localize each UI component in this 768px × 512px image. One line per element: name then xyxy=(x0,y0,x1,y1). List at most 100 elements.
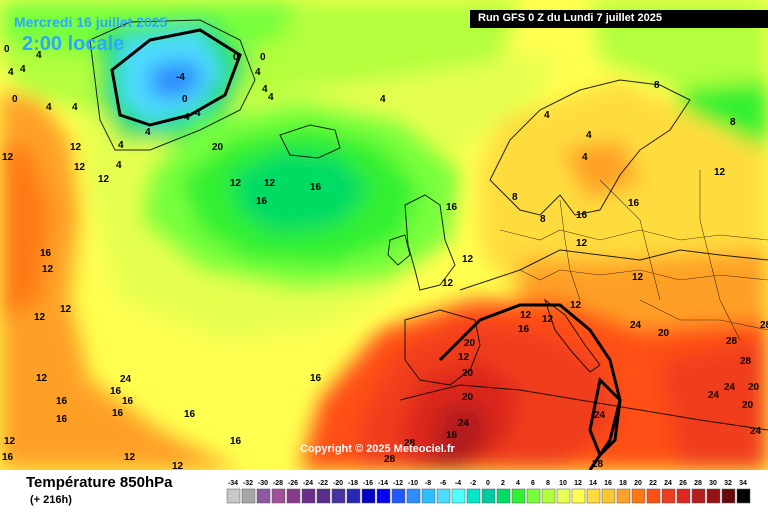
isotherm-value-label: 16 xyxy=(56,396,68,407)
legend-swatch xyxy=(721,488,736,504)
legend-swatch xyxy=(631,488,646,504)
legend-swatch xyxy=(601,488,616,504)
isotherm-value-label: 4 xyxy=(36,50,42,61)
isotherm-value-label: 0 xyxy=(260,52,266,63)
legend-tick-label: 14 xyxy=(589,480,597,487)
legend-tick-label: -18 xyxy=(348,480,358,487)
isotherm-value-label: 12 xyxy=(462,254,474,265)
legend-tick-label: -30 xyxy=(258,480,268,487)
isotherm-value-label: 8 xyxy=(730,117,736,128)
legend-swatch xyxy=(586,488,601,504)
legend-tick-label: -10 xyxy=(408,480,418,487)
isotherm-value-label: 4 xyxy=(268,92,274,103)
isotherm-value-label: 24 xyxy=(708,390,720,401)
legend-tick-label: 16 xyxy=(604,480,612,487)
isotherm-value-label: 12 xyxy=(4,436,16,447)
legend-swatch xyxy=(451,488,466,504)
isotherm-value-label: 20 xyxy=(658,328,670,339)
isotherm-value-label: 16 xyxy=(446,202,458,213)
isotherm-value-label: 16 xyxy=(310,373,322,384)
isotherm-value-label: 16 xyxy=(40,248,52,259)
isotherm-value-label: 4 xyxy=(255,67,261,78)
isotherm-value-label: 16 xyxy=(184,409,196,420)
isotherm-value-label: 12 xyxy=(98,174,110,185)
isotherm-value-label: 12 xyxy=(542,314,554,325)
isotherm-value-label: 24 xyxy=(630,320,642,331)
legend-swatch xyxy=(526,488,541,504)
isotherm-value-label: 8 xyxy=(654,80,660,91)
legend-swatch xyxy=(241,488,256,504)
legend-swatch xyxy=(571,488,586,504)
isotherm-value-label: 12 xyxy=(2,152,14,163)
legend-tick-label: 32 xyxy=(724,480,732,487)
copyright-label: Copyright © 2025 Meteociel.fr xyxy=(300,443,455,455)
isotherm-value-label: 16 xyxy=(310,182,322,193)
legend-tick-label: -32 xyxy=(243,480,253,487)
isotherm-value-label: 16 xyxy=(2,452,14,463)
isotherm-value-label: 20 xyxy=(212,142,224,153)
legend-tick-label: -8 xyxy=(425,480,431,487)
legend-tick-label: 28 xyxy=(694,480,702,487)
isotherm-value-label: 16 xyxy=(518,324,530,335)
isotherm-value-label: 8 xyxy=(512,192,518,203)
warm-region-west-inner xyxy=(0,140,50,320)
isotherm-value-label: 16 xyxy=(122,396,134,407)
isotherm-value-label: 20 xyxy=(742,400,754,411)
local-time-label: 2:00 locale xyxy=(22,33,125,55)
isotherm-value-label: 4 xyxy=(586,130,592,141)
isotherm-value-label: 4 xyxy=(46,102,52,113)
greenland-coast xyxy=(89,19,256,151)
legend-swatch xyxy=(316,488,331,504)
isotherm-value-label: 16 xyxy=(110,386,122,397)
legend-tick-label: -4 xyxy=(455,480,461,487)
legend-tick-label: -26 xyxy=(288,480,298,487)
color-scale-legend: -34 -32 -30 -28 -26 -24 -22 -20 -18 -16 -14 -12 -10-… xyxy=(226,480,751,504)
legend-tick-label: 12 xyxy=(574,480,582,487)
legend-swatch xyxy=(346,488,361,504)
legend-swatch xyxy=(256,488,271,504)
isotherm-value-label: 24 xyxy=(120,374,132,385)
isotherm-value-label: 28 xyxy=(760,320,768,331)
legend-tick-label: -6 xyxy=(440,480,446,487)
isotherm-value-label: 28 xyxy=(726,336,738,347)
legend-tick-label: -24 xyxy=(303,480,313,487)
isotherm-value-label: 20 xyxy=(462,392,474,403)
isotherm-value-label: 12 xyxy=(230,178,242,189)
legend-tick-label: 10 xyxy=(559,480,567,487)
isotherm-value-label: -4 xyxy=(176,72,185,83)
isotherm-value-label: 4 xyxy=(72,102,78,113)
iberia-coast xyxy=(404,309,481,386)
legend-swatch xyxy=(466,488,481,504)
legend-swatch xyxy=(706,488,721,504)
legend-swatch xyxy=(376,488,391,504)
legend-swatch xyxy=(391,488,406,504)
legend-tick-label: 20 xyxy=(634,480,642,487)
legend-swatch xyxy=(691,488,706,504)
isotherm-value-label: 24 xyxy=(750,426,762,437)
isotherm-value-label: 12 xyxy=(36,373,48,384)
legend-swatch xyxy=(436,488,451,504)
isotherm-value-label: 28 xyxy=(404,438,416,449)
legend-swatch xyxy=(406,488,421,504)
ireland-coast xyxy=(387,234,411,266)
isotherm-value-label: 12 xyxy=(458,352,470,363)
legend-tick-label: -12 xyxy=(393,480,403,487)
legend-swatch xyxy=(541,488,556,504)
isotherm-value-label: 16 xyxy=(230,436,242,447)
isotherm-value-label: 16 xyxy=(56,414,68,425)
legend-tick-label: -28 xyxy=(273,480,283,487)
legend-tick-label: 30 xyxy=(709,480,717,487)
isotherm-value-label: 4 xyxy=(118,140,124,151)
legend-tick-label: 2 xyxy=(501,480,505,487)
legend-tick-label: 26 xyxy=(679,480,687,487)
legend-tick-label: 22 xyxy=(649,480,657,487)
isotherm-value-label: 12 xyxy=(576,238,588,249)
coastlines xyxy=(89,19,768,431)
isotherm-value-label: 16 xyxy=(576,210,588,221)
legend-tick-label: -2 xyxy=(470,480,476,487)
isotherm-contours xyxy=(110,28,622,470)
legend-tick-label: -20 xyxy=(333,480,343,487)
isotherm-value-label: 16 xyxy=(446,430,458,441)
